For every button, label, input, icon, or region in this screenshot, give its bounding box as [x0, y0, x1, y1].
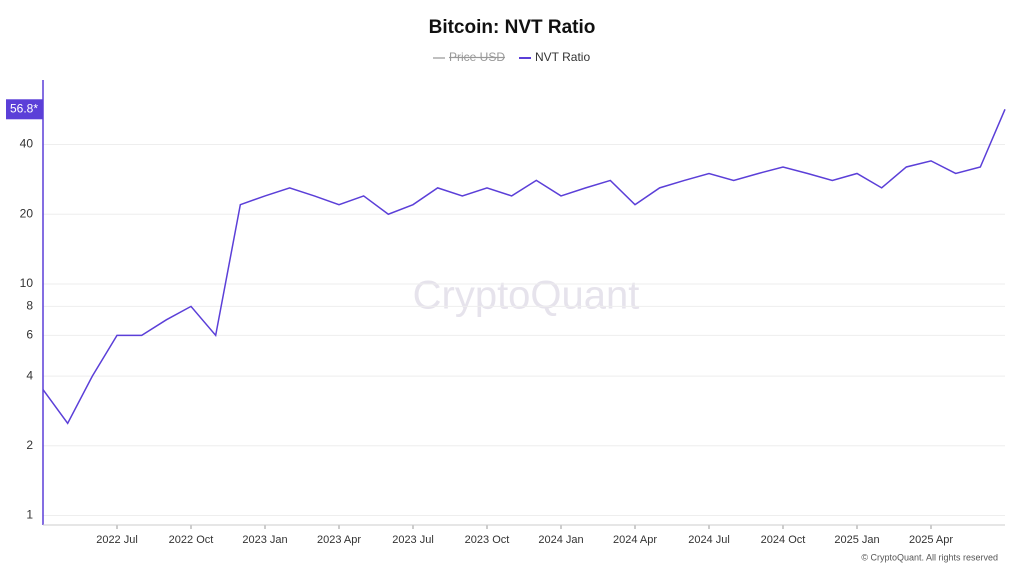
legend-entry[interactable]: Price USD: [449, 50, 505, 64]
y-tick-label: 1: [26, 508, 33, 522]
value-marker-label: 56.8*: [10, 101, 38, 115]
chart-title: Bitcoin: NVT Ratio: [429, 17, 596, 38]
y-tick-label: 10: [20, 276, 34, 290]
x-tick-label: 2025 Jan: [834, 534, 879, 546]
legend-entry[interactable]: NVT Ratio: [535, 50, 590, 64]
y-tick-label: 2: [26, 438, 33, 452]
x-tick-label: 2023 Jul: [392, 534, 434, 546]
y-tick-label: 4: [26, 368, 33, 382]
x-tick-label: 2022 Oct: [169, 534, 214, 546]
y-tick-label: 6: [26, 328, 33, 342]
x-tick-label: 2024 Jul: [688, 534, 730, 546]
y-tick-label: 40: [20, 137, 34, 151]
value-marker: [6, 99, 43, 120]
x-tick-label: 2023 Apr: [317, 534, 361, 546]
y-tick-label: 20: [20, 206, 34, 220]
x-tick-label: 2024 Apr: [613, 534, 657, 546]
x-tick-label: 2024 Jan: [538, 534, 583, 546]
x-tick-label: 2025 Apr: [909, 534, 953, 546]
x-tick-label: 2023 Oct: [465, 534, 510, 546]
x-tick-label: 2023 Jan: [242, 534, 287, 546]
footer: © CryptoQuant. All rights reserved: [861, 552, 998, 562]
x-tick-label: 2024 Oct: [761, 534, 806, 546]
x-tick-label: 2022 Jul: [96, 534, 138, 546]
data-line: [42, 108, 1006, 425]
y-tick-label: 8: [26, 299, 33, 313]
watermark: CryptoQuant: [413, 274, 640, 318]
